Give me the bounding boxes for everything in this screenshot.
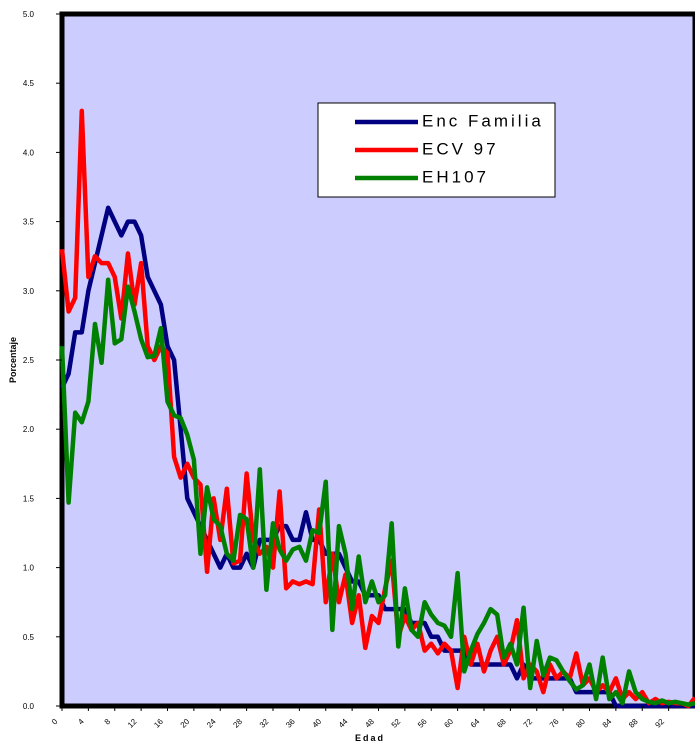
- x-tick-label: 36: [284, 717, 297, 730]
- x-tick-label: 80: [574, 717, 587, 730]
- x-tick-label: 4: [76, 717, 86, 727]
- x-tick-label: 48: [363, 717, 376, 730]
- x-tick-label: 60: [442, 717, 455, 730]
- x-tick-label: 44: [337, 717, 350, 730]
- y-tick-label: 1.0: [23, 564, 35, 573]
- x-tick-label: 84: [601, 717, 614, 730]
- x-tick-label: 20: [179, 717, 192, 730]
- y-tick-label: 3.5: [23, 218, 35, 227]
- legend-label: Enc Familia: [422, 111, 544, 130]
- y-tick-label: 0.5: [23, 633, 35, 642]
- x-tick-label: 16: [152, 717, 165, 730]
- x-tick-label: 76: [548, 717, 561, 730]
- x-tick-label: 32: [258, 717, 271, 730]
- x-tick-label: 40: [311, 717, 324, 730]
- y-tick-label: 4.0: [23, 148, 35, 157]
- series-line: [59, 277, 695, 707]
- x-axis-label: Edad: [355, 733, 385, 743]
- series-line: [59, 108, 695, 709]
- y-axis-label: Porcentaje: [8, 337, 18, 383]
- x-tick-label: 28: [231, 717, 244, 730]
- legend-label: ECV 97: [422, 139, 499, 158]
- y-tick-label: 0.0: [23, 702, 35, 711]
- y-tick-label: 3.0: [23, 287, 35, 296]
- x-tick-label: 0: [50, 717, 60, 727]
- x-tick-label: 88: [627, 717, 640, 730]
- x-tick-label: 68: [495, 717, 508, 730]
- x-tick-label: 64: [469, 717, 482, 730]
- x-tick-label: 72: [522, 717, 535, 730]
- y-tick-label: 5.0: [23, 10, 35, 19]
- y-tick-label: 4.5: [23, 79, 35, 88]
- y-tick-label: 2.0: [23, 425, 35, 434]
- y-tick-label: 1.5: [23, 494, 35, 503]
- x-tick-label: 24: [205, 717, 218, 730]
- x-tick-label: 52: [390, 717, 403, 730]
- x-tick-label: 12: [126, 717, 139, 730]
- y-tick-label: 2.5: [23, 356, 35, 365]
- legend-label: EH107: [422, 167, 489, 186]
- x-tick-label: 56: [416, 717, 429, 730]
- x-tick-label: 8: [103, 717, 113, 727]
- legend: [317, 102, 556, 198]
- lines: [59, 108, 695, 709]
- x-tick-label: 92: [653, 717, 666, 730]
